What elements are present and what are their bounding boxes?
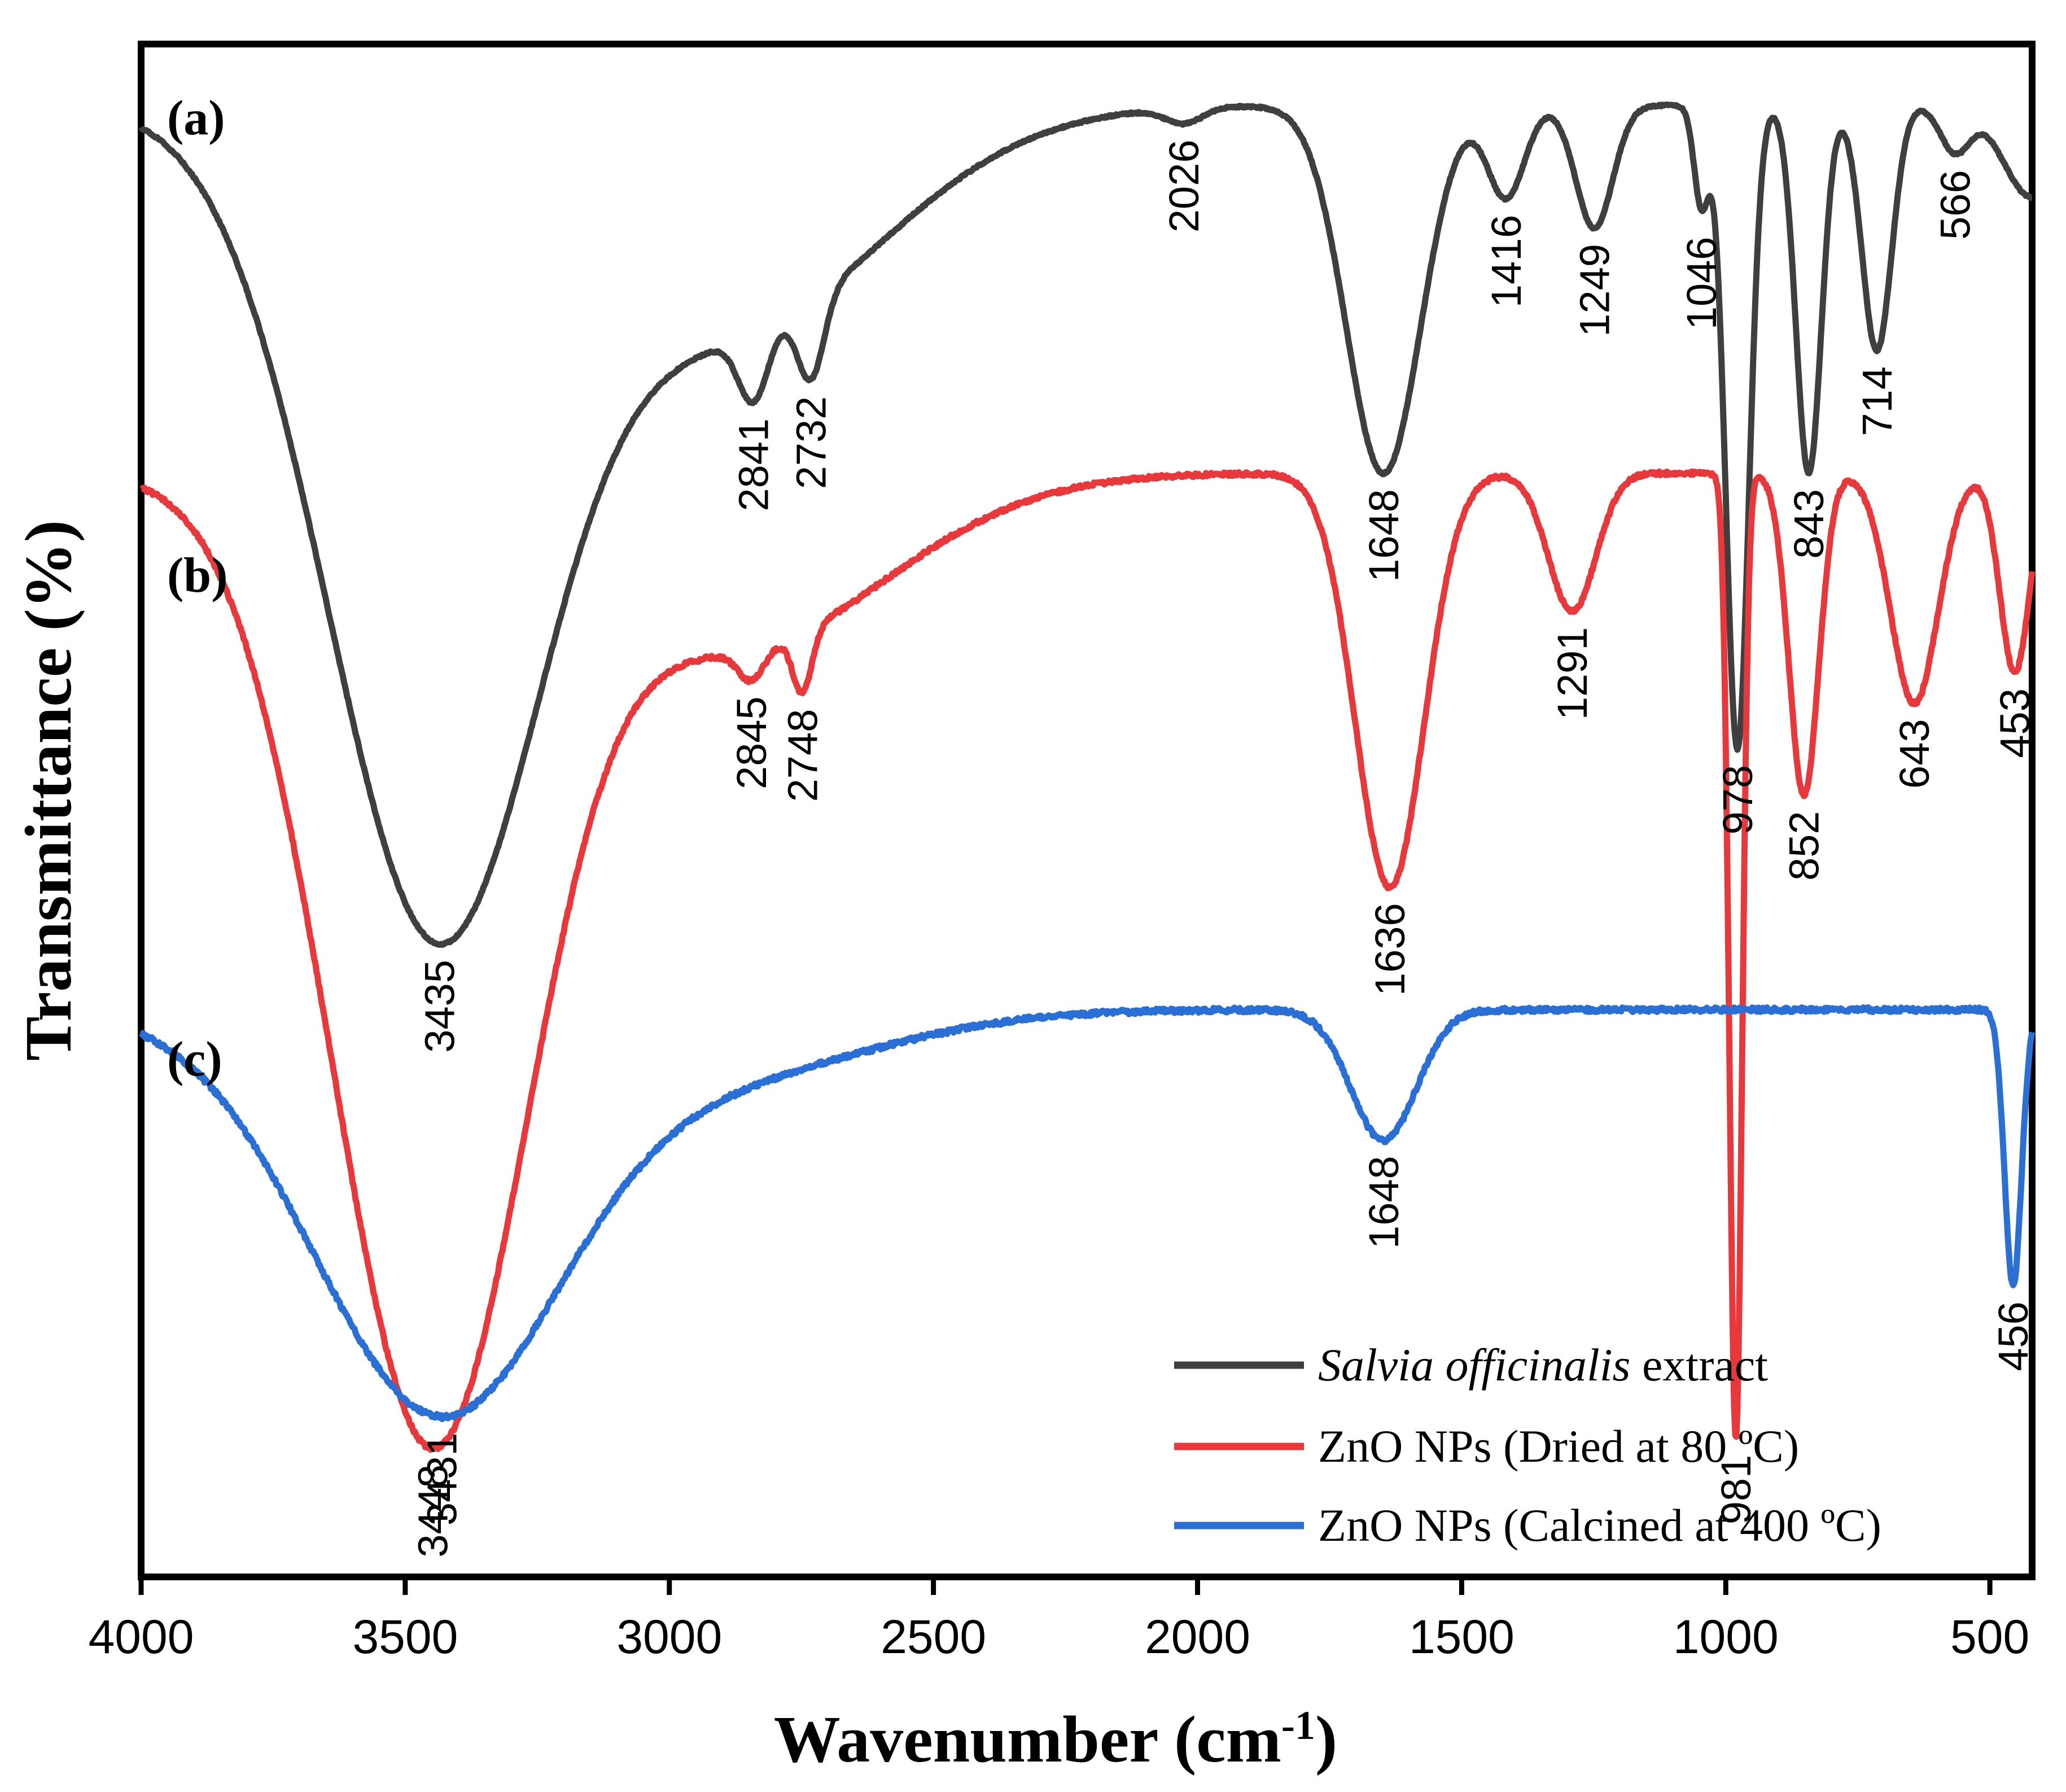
y-axis-title: Transmittance (%) — [11, 520, 85, 1061]
legend-text-b: ZnO NPs (Dried at 80 ºC) — [1318, 1421, 1799, 1472]
peak-label-c-3431: 3431 — [418, 1432, 465, 1526]
peak-label-a-2732: 2732 — [788, 396, 835, 489]
peak-label-b-852: 852 — [1781, 811, 1828, 880]
peak-label-a-2841: 2841 — [730, 418, 777, 512]
x-axis: 4000 3500 3000 2500 2000 1500 1000 500 — [89, 1577, 2029, 1663]
peak-label-b-981: 981 — [1713, 1455, 1759, 1524]
x-tick-label-1000: 1000 — [1673, 1610, 1779, 1663]
peak-label-b-3448: 3448 — [409, 1465, 456, 1558]
spectra-group — [138, 101, 2036, 1453]
peak-label-a-1648: 1648 — [1360, 489, 1407, 582]
legend-text-c: ZnO NPs (Calcined at 400 ºC) — [1318, 1500, 1881, 1551]
panel-label-c: (c) — [167, 1032, 222, 1087]
spectrum-line-b — [139, 468, 2036, 1453]
panel-label-b: (b) — [167, 548, 228, 603]
x-axis-title: Wavenumber (cm-1) — [774, 1702, 1337, 1776]
x-tick-label-1500: 1500 — [1409, 1610, 1515, 1663]
spectrum-line-c — [138, 1004, 2036, 1422]
peak-label-c-1648: 1648 — [1360, 1156, 1407, 1249]
peak-label-c-456: 456 — [1990, 1301, 2037, 1371]
plot-frame — [138, 41, 2036, 1580]
legend-text-a: Salvia officinalis extract — [1318, 1339, 1768, 1391]
peak-label-a-3435: 3435 — [417, 960, 463, 1053]
panel-label-a: (a) — [167, 91, 225, 146]
peak-label-b-643: 643 — [1891, 719, 1938, 788]
peak-label-a-566: 566 — [1932, 170, 1979, 239]
peak-label-a-714: 714 — [1854, 366, 1901, 436]
peak-label-b-2845: 2845 — [728, 696, 775, 789]
spectrum-line-a — [138, 101, 2034, 948]
x-tick-label-2000: 2000 — [1145, 1610, 1250, 1663]
panel-labels: (a) (b) (c) — [167, 91, 228, 1087]
peak-label-b-1636: 1636 — [1367, 903, 1413, 996]
peak-label-a-1249: 1249 — [1571, 244, 1618, 337]
x-tick-label-4000: 4000 — [89, 1610, 194, 1663]
x-tick-label-3500: 3500 — [352, 1610, 458, 1663]
peak-label-b-1291: 1291 — [1549, 627, 1596, 720]
peak-label-b-453: 453 — [1991, 688, 2038, 758]
x-tick-label-3000: 3000 — [616, 1610, 722, 1663]
peak-label-a-843: 843 — [1785, 489, 1832, 558]
legend: Salvia officinalis extract ZnO NPs (Drie… — [1174, 1339, 1881, 1551]
peak-label-b-2748: 2748 — [780, 709, 826, 802]
x-tick-label-2500: 2500 — [881, 1610, 986, 1663]
x-tick-label-500: 500 — [1950, 1610, 2029, 1663]
peak-label-a-2026: 2026 — [1161, 139, 1207, 233]
peak-labels: 3435 2841 2732 2026 1648 1416 1249 1046 978 843 71… — [409, 139, 2038, 1557]
peak-label-a-1046: 1046 — [1678, 237, 1725, 330]
peak-label-a-978: 978 — [1714, 765, 1761, 834]
peak-label-a-1416: 1416 — [1483, 215, 1530, 308]
